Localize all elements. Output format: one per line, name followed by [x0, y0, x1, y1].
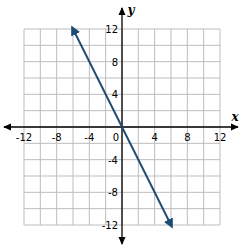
x-tick-label: -8 — [52, 132, 62, 143]
tick-labels: -12 -8 -4 0 4 8 12 -12 -8 -4 4 8 12 — [16, 24, 227, 231]
x-tick-label: -4 — [84, 132, 94, 143]
y-tick-label: 4 — [112, 89, 118, 100]
data-line — [73, 29, 171, 225]
y-tick-label: -8 — [108, 187, 118, 198]
axes — [4, 8, 238, 244]
chart-container: -12-8-404812-12-8-44812xy — [0, 0, 243, 248]
x-tick-label: 0 — [113, 132, 119, 143]
x-tick-label: 8 — [184, 132, 190, 143]
x-tick-label: 12 — [214, 132, 227, 143]
y-tick-label: 8 — [112, 57, 118, 68]
y-tick-label: -4 — [108, 155, 118, 166]
y-axis-label: y — [127, 3, 136, 17]
x-tick-label: -12 — [16, 132, 32, 143]
plot-area — [73, 29, 171, 225]
y-tick-label: -12 — [102, 220, 118, 231]
chart: -12-8-404812-12-8-44812xy — [0, 0, 243, 248]
x-tick-label: 4 — [151, 132, 157, 143]
y-tick-label: 12 — [105, 24, 118, 35]
x-axis-label: x — [230, 110, 239, 124]
